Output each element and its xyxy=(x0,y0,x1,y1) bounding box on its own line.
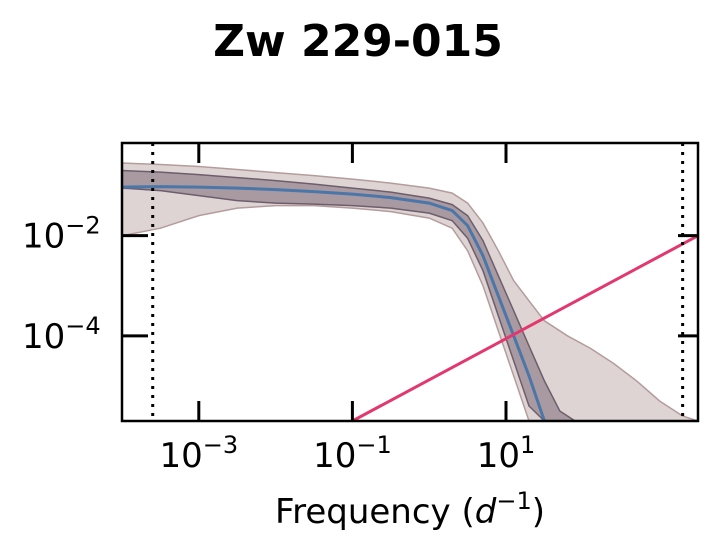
outer-confidence-band xyxy=(122,162,698,421)
x-tick-label: 10−1 xyxy=(313,431,392,476)
y-axis: 10−2 10−4 xyxy=(22,212,698,357)
noise-level-line xyxy=(351,234,698,421)
y-tick-label: 10−4 xyxy=(22,312,101,357)
plot-frame xyxy=(120,141,700,423)
x-tick-label: 101 xyxy=(477,431,536,476)
x-axis: 10−3 10−1 101 xyxy=(159,143,535,476)
x-tick-label: 10−3 xyxy=(159,431,238,476)
chart-title: Zw 229-015 xyxy=(213,16,503,67)
x-axis-label: Frequency (d−1) xyxy=(275,487,545,532)
y-tick-label: 10−2 xyxy=(22,212,101,257)
median-psd-line xyxy=(122,185,546,421)
plot-area xyxy=(122,143,698,421)
inner-confidence-band xyxy=(122,169,577,421)
